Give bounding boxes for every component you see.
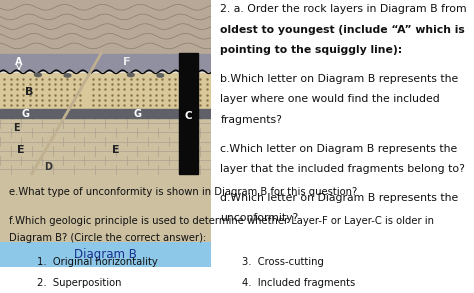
Text: 2.  Superposition: 2. Superposition [37, 278, 122, 288]
Text: G: G [21, 109, 29, 119]
Text: f.Which geologic principle is used to determine whether Layer-F or Layer-C is ol: f.Which geologic principle is used to de… [9, 216, 435, 226]
Text: pointing to the squiggly line):: pointing to the squiggly line): [220, 45, 402, 55]
Text: D: D [45, 162, 53, 172]
Ellipse shape [128, 73, 134, 77]
Text: c.Which letter on Diagram B represents the: c.Which letter on Diagram B represents t… [220, 144, 458, 154]
Text: F: F [123, 57, 130, 67]
Text: E: E [14, 123, 20, 133]
Text: layer that the included fragments belong to?: layer that the included fragments belong… [220, 164, 465, 174]
Bar [0, 54, 211, 71]
Text: e.What type of unconformity is shown in Diagram B for this question?: e.What type of unconformity is shown in … [9, 187, 358, 197]
Text: Diagram B: Diagram B [74, 248, 137, 261]
Text: G: G [133, 109, 141, 119]
Bar [0, 174, 211, 242]
Text: oldest to youngest (include “A” which is: oldest to youngest (include “A” which is [220, 25, 465, 35]
Text: 2. a. Order the rock layers in Diagram B from: 2. a. Order the rock layers in Diagram B… [220, 4, 467, 14]
Ellipse shape [157, 74, 164, 77]
Text: 3.  Cross-cutting: 3. Cross-cutting [242, 257, 324, 267]
Bar [0, 119, 211, 174]
Text: A: A [15, 57, 23, 67]
Bar [89, 73, 211, 109]
Bar [179, 53, 198, 174]
Text: b.Which letter on Diagram B represents the: b.Which letter on Diagram B represents t… [220, 74, 459, 84]
Text: layer where one would find the included: layer where one would find the included [220, 94, 440, 105]
Text: Diagram B? (Circle the correct answer):: Diagram B? (Circle the correct answer): [9, 233, 207, 243]
Text: E: E [112, 145, 120, 155]
Text: 4.  Included fragments: 4. Included fragments [242, 278, 355, 288]
Text: C: C [185, 111, 192, 121]
Text: d.Which letter on Diagram B represents the: d.Which letter on Diagram B represents t… [220, 193, 459, 202]
Text: 1.  Original horizontality: 1. Original horizontality [37, 257, 158, 267]
Text: unconformity?: unconformity? [220, 213, 299, 224]
Text: B: B [25, 87, 34, 97]
Bar [0, 0, 211, 53]
Ellipse shape [64, 74, 71, 77]
Bar [0, 73, 89, 109]
Ellipse shape [35, 73, 41, 77]
Text: E: E [17, 145, 25, 155]
Bar [0, 109, 211, 118]
Text: fragments?: fragments? [220, 115, 283, 125]
